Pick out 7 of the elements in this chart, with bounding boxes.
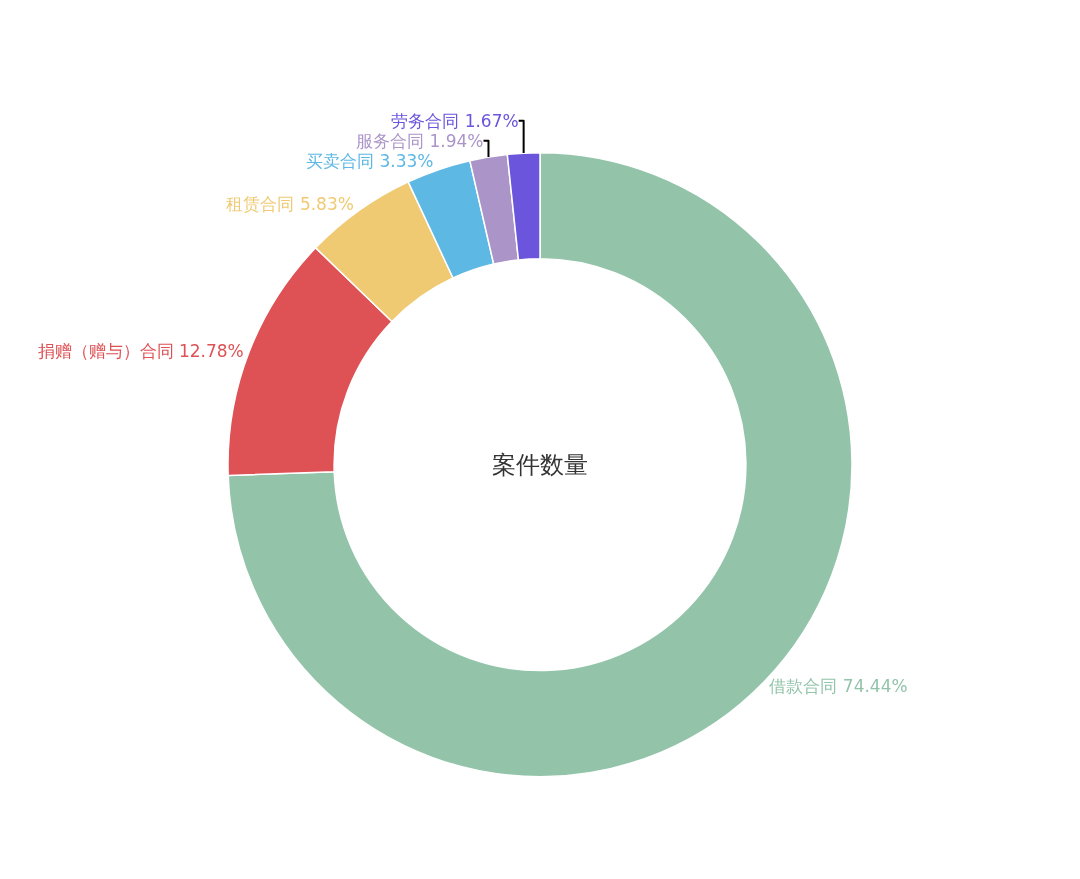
slice-label: 买卖合同 3.33% — [306, 150, 434, 171]
slice-label: 借款合同 74.44% — [769, 676, 908, 697]
text: 案件数量 — [492, 451, 588, 479]
slice-label: 劳务合同 1.67% — [391, 110, 519, 131]
slice-label: 租赁合同 5.83% — [226, 193, 354, 214]
slice-label: 服务合同 1.94% — [356, 130, 484, 151]
slice-label: 捐赠（赠与）合同 12.78% — [37, 341, 244, 362]
